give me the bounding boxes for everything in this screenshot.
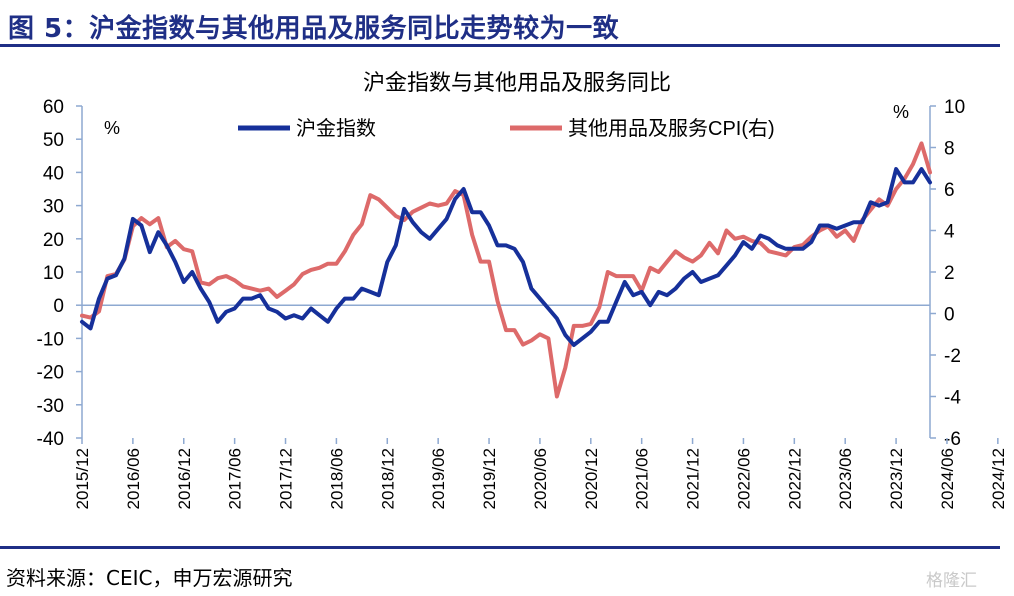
chart-title: 沪金指数与其他用品及服务同比 xyxy=(363,70,671,95)
left-axis-unit: % xyxy=(104,118,120,138)
series-lines xyxy=(80,141,932,399)
x-tick-label: 2024/12 xyxy=(989,448,1008,509)
x-tick-label: 2020/06 xyxy=(531,448,550,509)
x-tick-label: 2022/12 xyxy=(785,448,804,509)
series-line-gold-index xyxy=(80,167,932,347)
right-y-tick-label: 6 xyxy=(944,180,955,201)
left-y-tick-label: -40 xyxy=(37,429,64,450)
x-tick-label: 2023/12 xyxy=(887,448,906,509)
axes: 6050403020100-10-20-30-401086420-2-4-620… xyxy=(37,97,1008,509)
right-y-tick-label: 10 xyxy=(944,97,965,118)
left-y-tick-label: 20 xyxy=(43,230,64,251)
x-tick-label: 2018/06 xyxy=(327,448,346,509)
x-tick-label: 2024/06 xyxy=(938,448,957,509)
figure-title: 图 5：沪金指数与其他用品及服务同比走势较为一致 xyxy=(8,14,620,44)
x-tick-label: 2015/12 xyxy=(73,448,92,509)
legend-label-gold: 沪金指数 xyxy=(296,117,376,140)
right-y-tick-label: 4 xyxy=(944,222,955,243)
x-tick-label: 2019/12 xyxy=(480,448,499,509)
x-tick-label: 2021/12 xyxy=(684,448,703,509)
x-tick-label: 2022/06 xyxy=(734,448,753,509)
right-y-tick-label: 8 xyxy=(944,139,955,160)
x-tick-label: 2021/06 xyxy=(633,448,652,509)
x-tick-label: 2017/12 xyxy=(277,448,296,509)
left-y-tick-label: 0 xyxy=(53,296,64,317)
x-tick-label: 2018/12 xyxy=(378,448,397,509)
right-axis-unit: % xyxy=(893,102,909,122)
left-y-tick-label: 10 xyxy=(43,263,64,284)
x-tick-label: 2017/06 xyxy=(226,448,245,509)
source-note: 资料来源：CEIC，申万宏源研究 xyxy=(6,566,293,590)
x-tick-label: 2019/06 xyxy=(429,448,448,509)
right-y-tick-label: -6 xyxy=(944,429,961,450)
left-y-tick-label: -30 xyxy=(37,396,64,417)
left-y-tick-label: 30 xyxy=(43,197,64,218)
watermark: 格隆汇 xyxy=(926,571,977,591)
legend: 沪金指数 其他用品及服务CPI(右) xyxy=(238,117,775,140)
line-chart: 沪金指数与其他用品及服务同比 % % 沪金指数 其他用品及服务CPI(右) 60… xyxy=(37,70,1008,509)
right-y-tick-label: -4 xyxy=(944,388,961,409)
series-line-other-goods-cpi xyxy=(80,141,932,399)
x-tick-label: 2016/12 xyxy=(175,448,194,509)
legend-label-cpi: 其他用品及服务CPI(右) xyxy=(568,117,775,140)
title-rule xyxy=(0,44,1000,47)
left-y-tick-label: -10 xyxy=(37,329,64,350)
x-tick-label: 2020/12 xyxy=(582,448,601,509)
footer-rule xyxy=(0,546,1000,549)
x-tick-label: 2016/06 xyxy=(124,448,143,509)
right-y-tick-label: 0 xyxy=(944,305,955,326)
left-y-tick-label: -20 xyxy=(37,363,64,384)
left-y-tick-label: 60 xyxy=(43,97,64,118)
right-y-tick-label: 2 xyxy=(944,263,955,284)
right-y-tick-label: -2 xyxy=(944,346,961,367)
x-tick-label: 2023/06 xyxy=(836,448,855,509)
left-y-tick-label: 50 xyxy=(43,130,64,151)
left-y-tick-label: 40 xyxy=(43,163,64,184)
